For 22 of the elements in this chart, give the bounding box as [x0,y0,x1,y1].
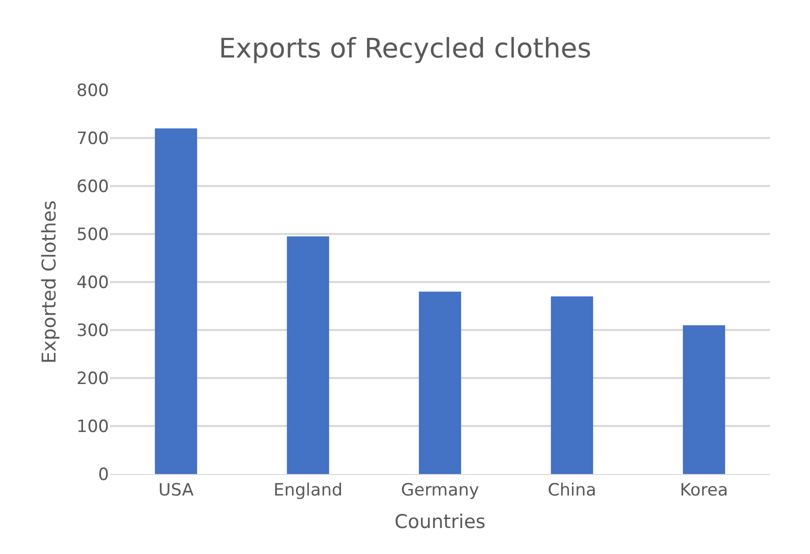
bar [418,292,462,474]
y-tick-label: 200 [76,368,109,389]
y-axis-title: Exported Clothes [38,200,60,364]
bar [682,325,726,474]
x-axis-title: Countries [394,511,486,534]
y-tick-label: 0 [98,464,109,485]
x-tick-label: USA [158,480,194,500]
bar [550,296,594,474]
y-tick-label: 300 [76,320,109,341]
x-tick-label: China [548,480,596,500]
bar [154,128,198,474]
y-tick-label: 500 [76,224,109,245]
y-tick-label: 700 [76,128,109,149]
y-tick-label: 600 [76,176,109,197]
chart-title: Exports of Recycled clothes [218,34,592,65]
y-tick-label: 100 [76,416,109,437]
x-tick-label: Germany [400,480,480,500]
y-tick-label: 400 [76,272,109,293]
bar [286,236,330,474]
y-tick-label: 800 [76,80,109,101]
x-tick-label: Korea [680,480,728,500]
x-tick-label: England [273,480,343,500]
